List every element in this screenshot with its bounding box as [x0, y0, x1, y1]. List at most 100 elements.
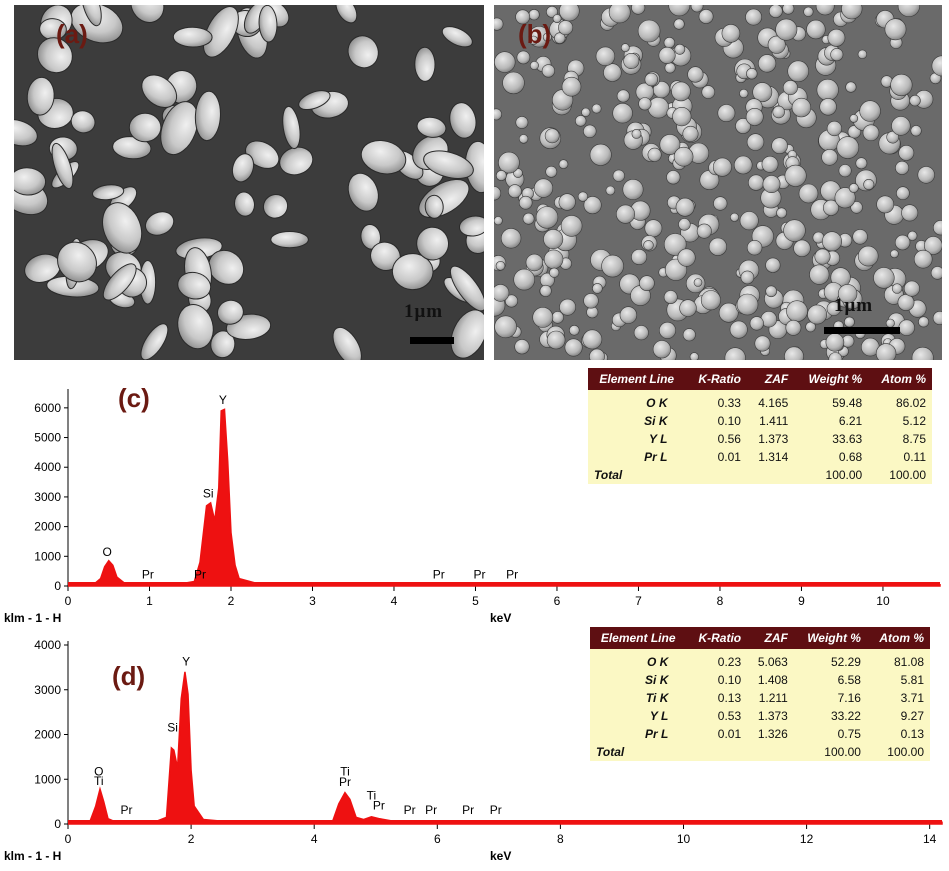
table-cell: Ti K [590, 689, 687, 707]
sem-particle-b [595, 46, 616, 67]
table-cell: 9.27 [866, 707, 930, 725]
sem-particle-b [698, 9, 714, 24]
panel-label-a: (a) [56, 19, 88, 49]
x-axis-label: keV [490, 611, 511, 625]
sem-particle-b [762, 175, 781, 194]
eds-spectrum-c: 0 1000 2000 3000 4000 5000 6000 0 1 2 3 4 5 6 7 8 9 10 O Pr… [0, 365, 949, 635]
sem-particle-b [494, 51, 516, 73]
sem-particle-b [822, 199, 839, 216]
sem-particle-b [682, 328, 696, 342]
table-header-row: Element Line K-Ratio ZAF Weight % Atom % [588, 368, 932, 390]
scalebar-label-b: 1μm [834, 295, 874, 316]
sem-particle-b [663, 233, 687, 256]
sem-particle-b [544, 128, 560, 144]
x-tick-label: 8 [557, 832, 564, 846]
sem-particle-a [70, 110, 96, 134]
peak-label: Pr [194, 567, 206, 581]
sem-particle-b [518, 195, 533, 210]
sem-particle-b [843, 316, 855, 328]
sem-texture-b [494, 5, 942, 360]
peak-label: Si [167, 720, 178, 734]
y-tick-label: 3000 [34, 683, 61, 697]
sem-particle-b [815, 5, 835, 16]
table-cell: 0.13 [866, 725, 930, 743]
peak-label: Pr [433, 567, 445, 581]
sem-particle-b [924, 236, 942, 255]
sem-particle-b [552, 14, 562, 23]
sem-particle-b [767, 35, 786, 54]
sem-particle-b [849, 114, 859, 123]
sem-particle-b [494, 17, 504, 31]
peak-label: Pr [404, 803, 416, 817]
y-tick-label: 3000 [34, 490, 61, 504]
sem-particle-b [768, 5, 783, 18]
sem-particle-b [532, 306, 554, 328]
sem-particle-a [416, 226, 450, 261]
panel-label: (d) [112, 661, 145, 691]
x-tick-label: 10 [876, 594, 890, 608]
table-cell: Total [590, 743, 687, 761]
table-cell [747, 743, 794, 761]
sem-particle-b [748, 174, 765, 191]
sem-particle-b [647, 147, 662, 162]
sem-particle-b [494, 186, 502, 201]
sem-particle-b [827, 28, 846, 47]
sem-particle-b [494, 284, 510, 302]
sem-particle-a [141, 74, 178, 108]
y-tick-label: 4000 [34, 638, 61, 652]
sem-particle-b [619, 306, 638, 324]
table-cell: 0.23 [686, 653, 748, 671]
table-header-row: Element Line K-Ratio ZAF Weight % Atom % [590, 627, 930, 649]
sem-particle-b [898, 319, 915, 336]
eds-spectrum-c-svg: 0 1000 2000 3000 4000 5000 6000 0 1 2 3 4 5 6 7 8 9 10 O Pr… [4, 383, 941, 625]
x-tick-label: 12 [800, 832, 814, 846]
sem-particle-b [932, 311, 942, 325]
table-cell: 81.08 [866, 653, 930, 671]
sem-particle-b [494, 108, 502, 121]
peak-label: Ti [367, 788, 377, 802]
sem-particle-a [202, 6, 239, 58]
table-cell [746, 466, 795, 484]
sem-particle-b [644, 72, 659, 87]
sem-particle-b [918, 316, 930, 328]
sem-particle-b [633, 325, 649, 341]
table-cell: 33.63 [794, 430, 869, 448]
sem-particle-b [620, 43, 630, 53]
sem-particle-b [700, 290, 721, 311]
sem-particle-b [603, 63, 622, 82]
peak-label: Pr [425, 803, 437, 817]
sem-particle-b [897, 5, 920, 17]
sem-particle-b [561, 76, 582, 97]
sem-particle-b [775, 18, 798, 41]
sem-particle-b [758, 54, 777, 73]
table-cell: 59.48 [794, 394, 869, 412]
sem-particle-b [830, 48, 844, 62]
sem-particle-b [733, 155, 753, 175]
table-row: Y L 0.53 1.373 33.22 9.27 [590, 707, 930, 725]
sem-particle-b [816, 78, 839, 102]
table-spacer-row [590, 649, 930, 653]
sem-particle-b [591, 103, 602, 114]
peak-label: Pr [142, 567, 154, 581]
table-cell: Total [588, 466, 686, 484]
sem-particle-b [522, 212, 535, 225]
sem-particle-a [441, 26, 473, 48]
spectrum-baseline [68, 820, 942, 824]
sem-particle-a [414, 46, 436, 82]
sem-particle-b [543, 249, 564, 270]
sem-particle-a [140, 323, 169, 360]
sem-particle-b [890, 249, 899, 259]
sem-particle-a [347, 172, 379, 212]
table-cell: 52.29 [793, 653, 867, 671]
sem-particle-b [608, 5, 631, 24]
sem-particle-b [638, 97, 652, 111]
sem-particle-b [806, 19, 826, 40]
x-tick-label: 3 [309, 594, 316, 608]
sem-particle-b [577, 191, 588, 202]
sem-particle-a [262, 193, 289, 219]
source-label: klm - 1 - H [4, 849, 61, 863]
peak-label: Pr [339, 775, 351, 789]
y-tick-label: 2000 [34, 728, 61, 742]
sem-particle-b [933, 220, 942, 236]
